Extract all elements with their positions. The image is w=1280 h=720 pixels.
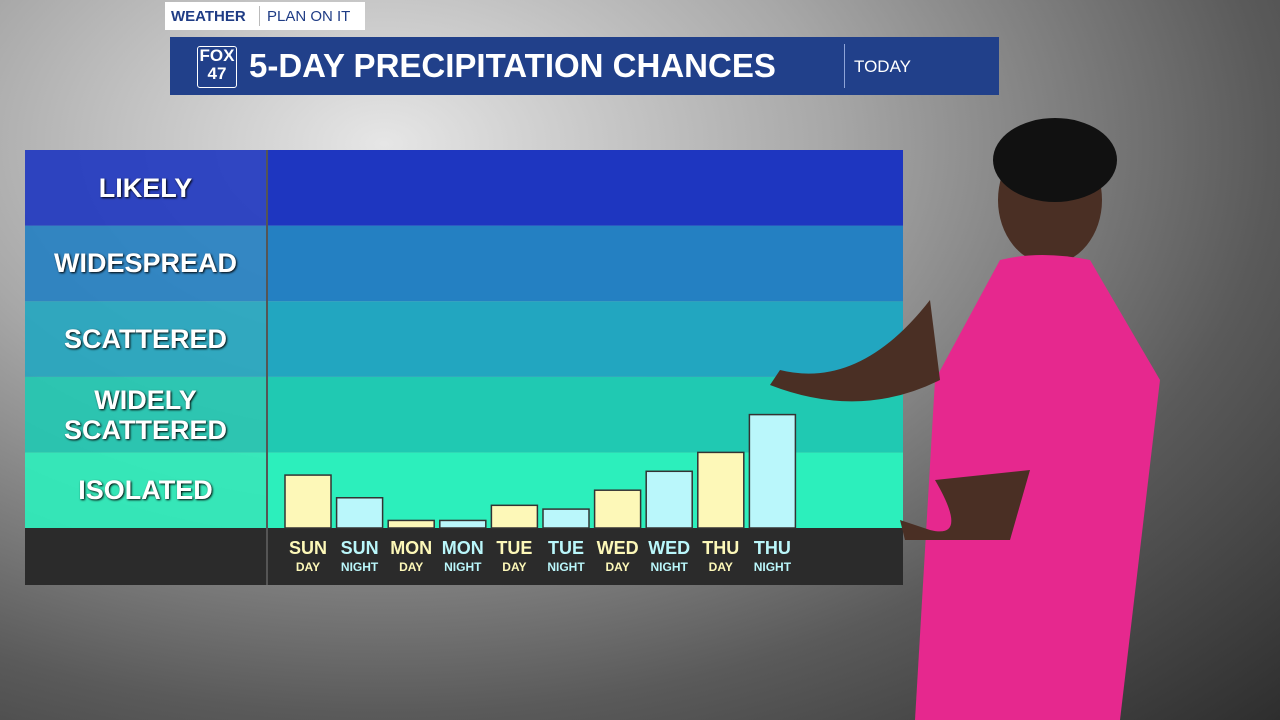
label-band: [25, 452, 267, 528]
tagline: PLAN ON IT: [267, 8, 351, 25]
bar: [439, 519, 487, 529]
x-tick-sublabel: NIGHT: [651, 560, 689, 574]
logo-text: FOX: [199, 46, 235, 65]
x-tick-label: SUN: [289, 538, 327, 558]
x-tick-label: MON: [390, 538, 432, 558]
label-strip: [25, 528, 903, 585]
tag-strip: WEATHER PLAN ON IT: [165, 2, 365, 30]
label-band: [25, 376, 267, 453]
presenter: [770, 118, 1160, 720]
x-tick-label: THU: [702, 538, 739, 558]
x-tick-label: MON: [442, 538, 484, 558]
x-tick-sublabel: DAY: [399, 560, 423, 574]
x-tick-sublabel: NIGHT: [444, 560, 482, 574]
grid-band: [268, 150, 903, 226]
x-tick-label: TUE: [496, 538, 532, 558]
y-tick-label: SCATTERED: [63, 324, 227, 354]
chart-title: 5-DAY PRECIPITATION CHANCES: [249, 47, 776, 84]
x-tick-label: WED: [597, 538, 639, 558]
x-tick-label: TUE: [548, 538, 584, 558]
label-band: [25, 225, 267, 302]
bar: [593, 489, 642, 529]
logo: FOX 47: [197, 46, 237, 88]
x-tick-label: SUN: [341, 538, 379, 558]
x-tick-sublabel: NIGHT: [341, 560, 379, 574]
x-tick-sublabel: DAY: [502, 560, 526, 574]
grid-band: [268, 225, 903, 302]
x-tick-sublabel: DAY: [605, 560, 629, 574]
y-tick-label: WIDELY SCATTERED: [63, 384, 227, 445]
section-label: WEATHER: [171, 8, 246, 25]
title-bar: FOX 47 5-DAY PRECIPITATION CHANCES TODAY: [170, 37, 999, 95]
bar: [335, 497, 384, 529]
y-tick-label: LIKELY: [98, 172, 193, 203]
y-tick-label: ISOLATED: [78, 475, 213, 506]
x-tick-label: WED: [648, 538, 690, 558]
time-tag: TODAY: [854, 57, 911, 76]
x-tick-sublabel: NIGHT: [754, 560, 792, 574]
x-tick-label: THU: [754, 538, 791, 558]
y-tick-label: WIDESPREAD: [53, 248, 237, 279]
bar: [748, 413, 797, 529]
bar: [542, 508, 590, 529]
x-tick-sublabel: NIGHT: [547, 560, 585, 574]
bar: [284, 474, 332, 529]
bar: [387, 519, 435, 529]
x-tick-sublabel: DAY: [709, 560, 733, 574]
label-band: [25, 301, 267, 377]
x-tick-sublabel: DAY: [296, 560, 320, 574]
bar: [490, 504, 539, 529]
bar: [645, 470, 693, 529]
bar: [697, 451, 745, 529]
label-band: [25, 150, 267, 226]
grid-band: [268, 301, 903, 377]
logo-number: 47: [207, 64, 227, 83]
